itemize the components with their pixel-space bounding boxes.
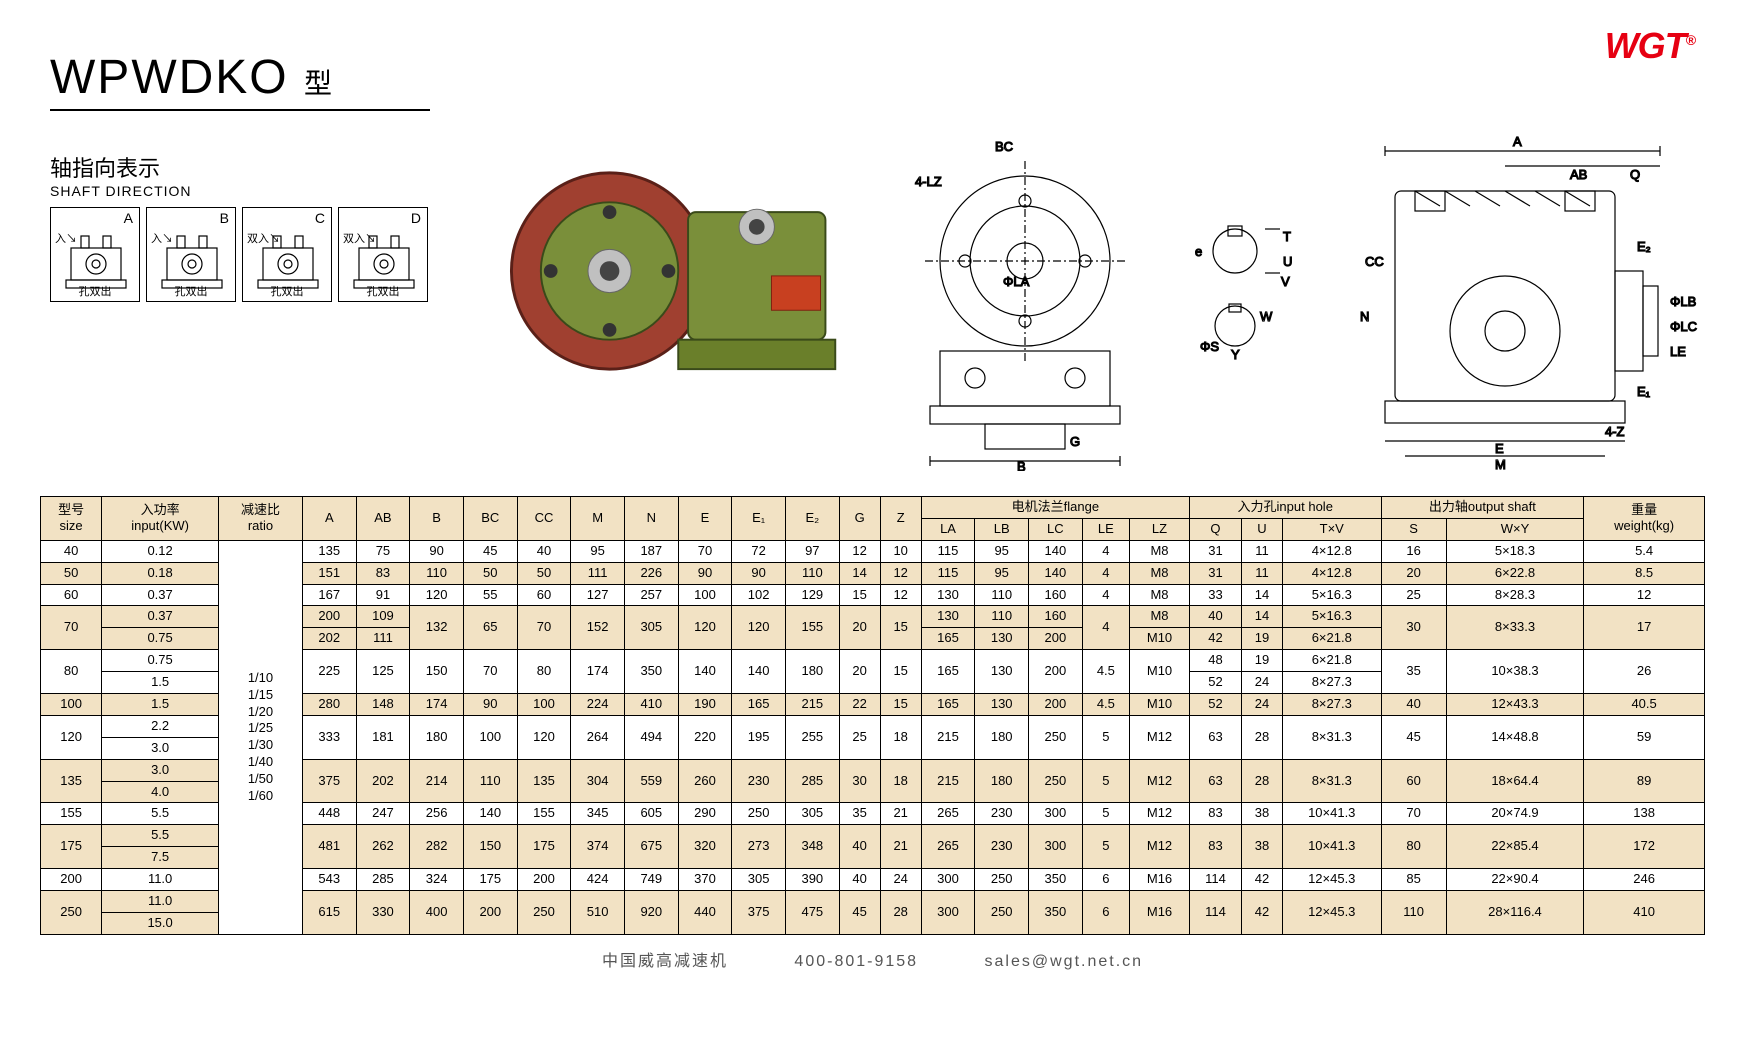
svg-text:E₂: E₂ (1637, 239, 1651, 254)
svg-text:ΦLA: ΦLA (1003, 274, 1030, 289)
th-b: B (410, 497, 464, 541)
model-suffix: 型 (304, 68, 334, 99)
th-la: LA (921, 518, 975, 540)
th-lc: LC (1029, 518, 1083, 540)
shaft-box: D 双入↘ 孔双出 (338, 207, 428, 302)
brand-logo: WGT® (1605, 25, 1695, 67)
reg-mark: ® (1686, 32, 1695, 48)
top-section: 轴指向表示 SHAFT DIRECTION A 入↘ 孔双出 B 入↘ (40, 121, 1705, 476)
footer-company: 中国威高减速机 (602, 953, 728, 970)
th-weight: 重量weight(kg) (1584, 497, 1705, 541)
svg-text:Q: Q (1630, 167, 1640, 182)
svg-text:B: B (1017, 459, 1026, 471)
th-output-shaft: 出力轴output shaft (1381, 497, 1584, 519)
th-size: 型号size (41, 497, 102, 541)
svg-text:E: E (1495, 441, 1504, 456)
svg-text:BC: BC (995, 139, 1013, 154)
svg-text:CC: CC (1365, 254, 1384, 269)
svg-text:E₁: E₁ (1637, 384, 1651, 399)
th-s: S (1381, 518, 1446, 540)
table-body: 400.121/10 1/15 1/20 1/25 1/30 1/40 1/50… (41, 540, 1705, 934)
th-input-hole: 入力孔input hole (1189, 497, 1381, 519)
svg-text:A: A (1513, 134, 1522, 149)
svg-text:U: U (1283, 254, 1292, 269)
svg-text:W: W (1260, 309, 1273, 324)
page-title: WPWDKO 型 (50, 50, 1705, 105)
th-flange: 电机法兰flange (921, 497, 1189, 519)
svg-text:e: e (1195, 244, 1202, 259)
svg-text:4-LZ: 4-LZ (915, 174, 942, 189)
th-z: Z (880, 497, 921, 541)
spec-table: 型号size 入功率input(KW) 减速比ratio A AB B BC C… (40, 496, 1705, 935)
footer-phone: 400-801-9158 (794, 953, 918, 970)
logo-text: WGT (1605, 25, 1686, 66)
title-underline (50, 109, 430, 111)
th-e: E (678, 497, 732, 541)
th-cc: CC (517, 497, 571, 541)
th-le: LE (1082, 518, 1129, 540)
th-e1: E₁ (732, 497, 786, 541)
svg-text:AB: AB (1570, 167, 1587, 182)
model-name: WPWDKO (50, 51, 289, 104)
th-g: G (839, 497, 880, 541)
shaft-label-cn: 轴指向表示 (50, 151, 452, 183)
th-e2: E₂ (785, 497, 839, 541)
footer: 中国威高减速机 400-801-9158 sales@wgt.net.cn (40, 947, 1705, 971)
shaft-output-label: 孔双出 (271, 283, 304, 299)
th-q: Q (1189, 518, 1241, 540)
front-view-drawing: BC 4-LZ ΦLA B G T U V e (885, 131, 1185, 476)
table-header: 型号size 入功率input(KW) 减速比ratio A AB B BC C… (41, 497, 1705, 541)
svg-text:ΦLB: ΦLB (1670, 294, 1696, 309)
th-u: U (1241, 518, 1282, 540)
table-row: 400.121/10 1/15 1/20 1/25 1/30 1/40 1/50… (41, 540, 1705, 562)
th-wy: W×Y (1446, 518, 1583, 540)
shaft-box: A 入↘ 孔双出 (50, 207, 140, 302)
th-m: M (571, 497, 625, 541)
th-lb: LB (975, 518, 1029, 540)
th-input: 入功率input(KW) (102, 497, 219, 541)
svg-text:LE: LE (1670, 344, 1686, 359)
svg-text:V: V (1281, 274, 1290, 289)
th-ab: AB (356, 497, 410, 541)
th-lz: LZ (1130, 518, 1190, 540)
shaft-output-label: 孔双出 (367, 283, 400, 299)
shaft-output-label: 孔双出 (175, 283, 208, 299)
footer-email: sales@wgt.net.cn (985, 953, 1144, 970)
technical-drawings: BC 4-LZ ΦLA B G T U V e (885, 131, 1705, 476)
product-photo (482, 141, 855, 401)
svg-text:ΦS: ΦS (1200, 339, 1219, 354)
th-ratio: 减速比ratio (219, 497, 303, 541)
svg-text:T: T (1283, 229, 1291, 244)
shaft-output-label: 孔双出 (79, 283, 112, 299)
th-tv: T×V (1282, 518, 1381, 540)
svg-text:N: N (1360, 309, 1369, 324)
svg-text:ΦLC: ΦLC (1670, 319, 1697, 334)
shaft-box: C 双入↘ 孔双出 (242, 207, 332, 302)
shaft-label-en: SHAFT DIRECTION (50, 183, 452, 199)
side-view-drawing: A AB Q CC N E₂ E₁ E M 4-Z ΦLB ΦLC LE (1345, 131, 1705, 476)
svg-text:G: G (1070, 434, 1080, 449)
shaft-boxes: A 入↘ 孔双出 B 入↘ 孔双出 C (50, 207, 452, 302)
th-a: A (302, 497, 356, 541)
svg-text:Y: Y (1231, 347, 1240, 361)
shaft-box: B 入↘ 孔双出 (146, 207, 236, 302)
svg-text:M: M (1495, 457, 1506, 471)
svg-text:4-Z: 4-Z (1605, 424, 1625, 439)
th-n: N (624, 497, 678, 541)
th-bc: BC (463, 497, 517, 541)
shaft-direction-block: 轴指向表示 SHAFT DIRECTION A 入↘ 孔双出 B 入↘ (40, 121, 452, 302)
